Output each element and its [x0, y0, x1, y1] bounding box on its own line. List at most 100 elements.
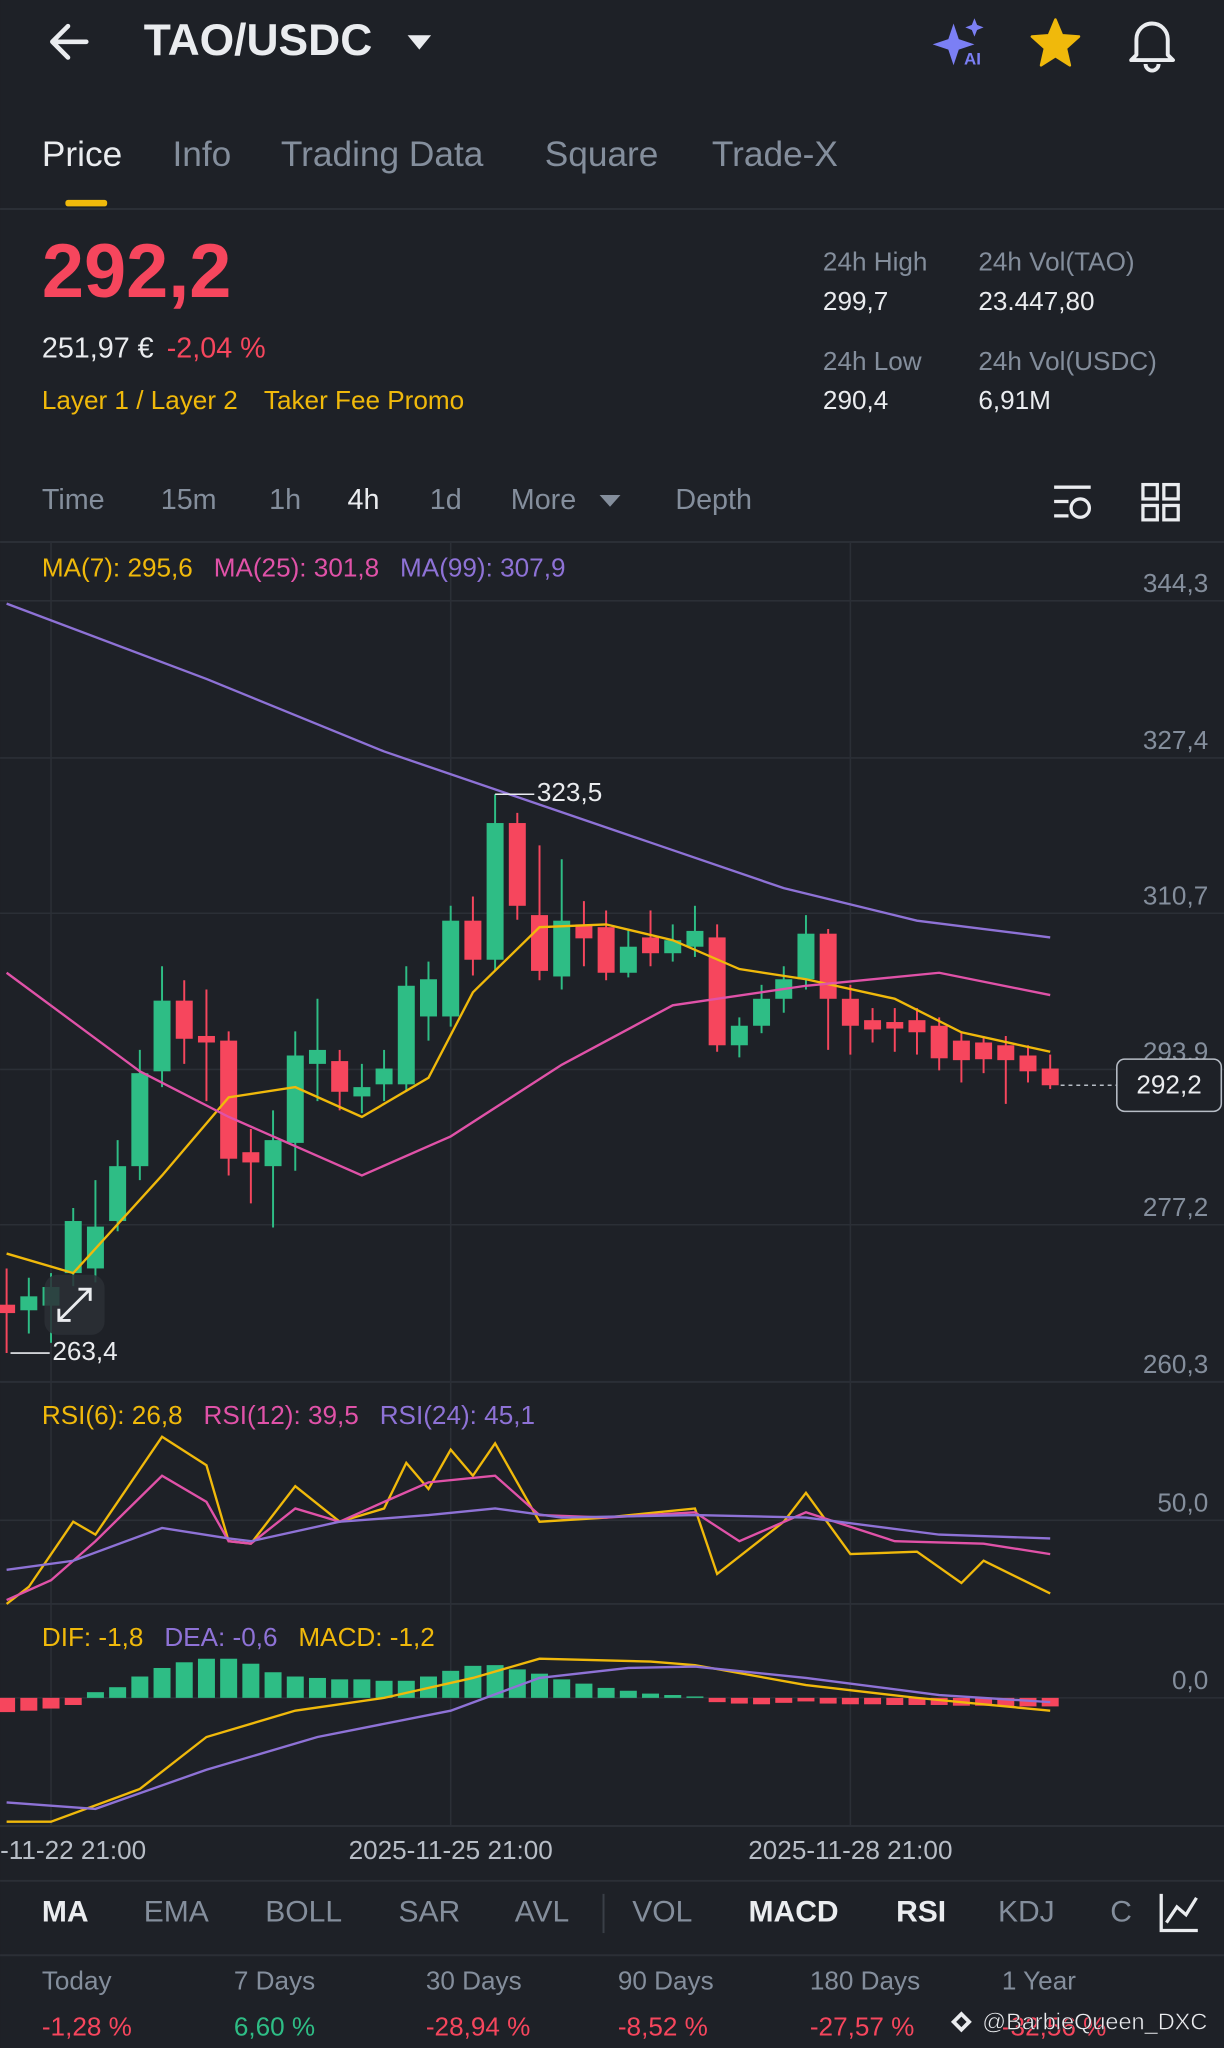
x-tick-label: -11-22 21:00 — [0, 1835, 146, 1865]
macd-bar — [597, 1687, 615, 1698]
candle-body — [20, 1296, 38, 1311]
indicator-tab[interactable]: MACD — [748, 1895, 838, 1928]
candle-body — [308, 1049, 326, 1064]
indicator-tab[interactable]: SAR — [398, 1895, 460, 1928]
stat-value: 6,91M — [978, 385, 1051, 415]
ai-button[interactable]: AI — [932, 18, 984, 69]
layout-cell — [1162, 503, 1180, 522]
indicator-line — [5, 1435, 1051, 1605]
interval[interactable]: 1h — [269, 484, 301, 516]
tab[interactable]: Info — [172, 135, 231, 174]
macd-bar — [864, 1697, 882, 1705]
indicator-tab[interactable]: KDJ — [998, 1895, 1055, 1928]
macd-bar — [686, 1696, 704, 1698]
macd-bar — [664, 1695, 682, 1698]
last-price: 292,2 — [42, 229, 232, 314]
ai-icon-text: AI — [964, 50, 981, 69]
indicator-tab[interactable]: MA — [42, 1895, 89, 1928]
indicator-tab[interactable]: C — [1110, 1895, 1132, 1928]
interval[interactable]: More — [511, 484, 576, 516]
legend-entry: RSI(6): 26,8 — [42, 1400, 183, 1430]
candle-body — [730, 1025, 748, 1046]
stat-value: 23.447,80 — [978, 286, 1094, 316]
chart-icon-line — [1165, 1896, 1198, 1924]
tag[interactable]: Layer 1 / Layer 2 — [42, 385, 238, 415]
candle-body — [1041, 1068, 1059, 1086]
tab[interactable]: Trading Data — [281, 135, 484, 174]
candle-body — [553, 920, 571, 977]
interval[interactable]: 4h — [348, 484, 380, 516]
candle-body — [642, 937, 660, 954]
candle-body — [686, 930, 704, 947]
candle-body — [664, 940, 682, 954]
stat-label: 24h High — [823, 247, 928, 277]
macd-bar — [131, 1676, 149, 1698]
macd-bar — [753, 1697, 771, 1705]
performance-value: -1,28 % — [42, 2011, 132, 2041]
candle-body — [952, 1040, 970, 1061]
interval[interactable]: Depth — [675, 484, 752, 516]
macd-bar — [264, 1672, 282, 1698]
candle-body — [375, 1068, 393, 1085]
candle-body — [175, 1000, 193, 1039]
alert-button[interactable] — [1129, 21, 1175, 73]
last-price-tag — [1116, 1058, 1223, 1113]
candle-body — [131, 1073, 149, 1167]
watermark-logo — [950, 2011, 972, 2033]
macd-bar — [331, 1679, 349, 1698]
pair-dropdown[interactable] — [407, 35, 432, 50]
layout-cell — [1141, 503, 1159, 522]
pair-title[interactable]: TAO/USDC — [144, 16, 373, 65]
indicator-tab[interactable]: AVL — [515, 1895, 570, 1928]
performance-value: -27,57 % — [810, 2011, 915, 2041]
tag[interactable]: Taker Fee Promo — [264, 385, 464, 415]
y-tick-label: 260,3 — [1143, 1349, 1208, 1379]
x-tick-label: 2025-11-28 21:00 — [748, 1835, 952, 1865]
macd-bar — [0, 1697, 16, 1713]
indicator-line — [5, 971, 1051, 1177]
indicator-line — [6, 923, 1051, 1275]
performance-value: -28,94 % — [426, 2011, 531, 2041]
interval[interactable]: Time — [42, 484, 105, 516]
candle-body — [841, 998, 859, 1026]
candle-body — [975, 1042, 993, 1060]
candle-body — [708, 937, 726, 1046]
back-button[interactable] — [50, 23, 89, 60]
indicator-tab[interactable]: BOLL — [265, 1895, 342, 1928]
candle-body — [753, 998, 771, 1026]
tab[interactable]: Price — [42, 135, 122, 174]
stat-label: 24h Vol(TAO) — [978, 247, 1134, 277]
macd-bar — [575, 1683, 593, 1698]
favorite-button[interactable] — [1030, 18, 1081, 67]
interval[interactable]: 1d — [430, 484, 462, 516]
last-price-label: 292,2 — [1136, 1069, 1201, 1099]
macd-bar — [886, 1697, 904, 1705]
legend-entry: MA(99): 307,9 — [400, 552, 565, 582]
candle-body — [197, 1035, 215, 1043]
macd-bar — [930, 1697, 948, 1705]
fiat-price: 251,97 € — [42, 333, 154, 365]
performance-label: 1 Year — [1002, 1966, 1076, 1996]
macd-bar — [86, 1692, 104, 1698]
candle-body — [886, 1022, 904, 1029]
candle-body — [242, 1152, 260, 1163]
indicator-tab[interactable]: VOL — [632, 1895, 692, 1928]
indicator-tab[interactable]: EMA — [144, 1895, 209, 1928]
interval[interactable]: 15m — [161, 484, 217, 516]
high-label: 323,5 — [537, 777, 602, 807]
layout-button[interactable] — [1141, 482, 1180, 522]
macd-bar — [109, 1687, 127, 1698]
tab[interactable]: Trade-X — [712, 135, 838, 174]
indicator-tab[interactable]: RSI — [896, 1895, 946, 1928]
chart-settings-button[interactable] — [1054, 485, 1092, 519]
tab[interactable]: Square — [545, 135, 659, 174]
indicator-settings-button[interactable] — [1159, 1893, 1198, 1933]
performance-label: 90 Days — [618, 1966, 714, 1996]
candle-body — [797, 933, 815, 980]
candle-body — [442, 920, 460, 1017]
candle-body — [531, 915, 548, 971]
more-dropdown[interactable] — [599, 495, 621, 507]
y-tick-label: 310,7 — [1143, 880, 1208, 910]
macd-bar — [975, 1697, 993, 1706]
candle-body — [819, 933, 837, 999]
